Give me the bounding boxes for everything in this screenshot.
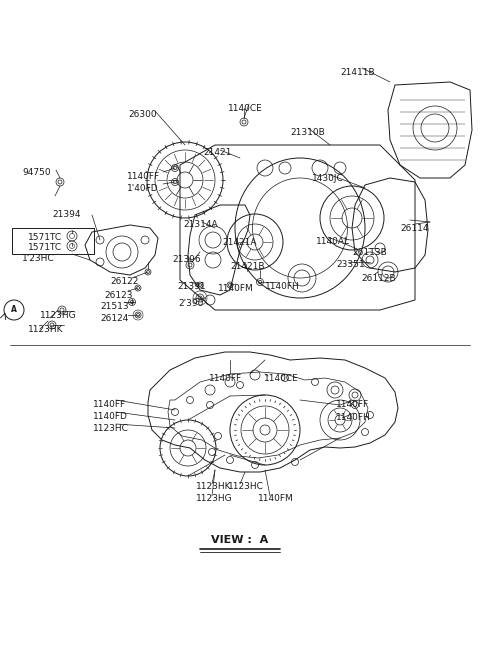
Text: 2'390: 2'390 — [178, 299, 204, 308]
Text: 26112B: 26112B — [361, 274, 396, 283]
Text: 1140FF: 1140FF — [336, 400, 369, 409]
Text: 26124: 26124 — [100, 314, 128, 323]
Text: 26113B: 26113B — [352, 248, 387, 257]
Text: 21391: 21391 — [177, 282, 205, 291]
Text: VIEW :  A: VIEW : A — [211, 535, 269, 545]
Text: 26114: 26114 — [400, 224, 429, 233]
Text: 23351: 23351 — [336, 260, 365, 269]
Text: 21411B: 21411B — [340, 68, 374, 77]
Text: 21421B: 21421B — [230, 262, 264, 271]
Text: 1140CE: 1140CE — [264, 374, 299, 383]
Text: 26123: 26123 — [104, 291, 132, 300]
Text: 1123HG: 1123HG — [40, 311, 77, 320]
Text: 21314A: 21314A — [183, 220, 217, 229]
Text: 1430JC: 1430JC — [312, 174, 344, 183]
Text: 21310B: 21310B — [290, 128, 325, 137]
Text: 21421: 21421 — [203, 148, 231, 157]
Text: 1571TC: 1571TC — [28, 233, 62, 242]
Text: 1140CE: 1140CE — [228, 104, 263, 113]
Text: 94750: 94750 — [22, 168, 50, 177]
Text: 1'40FD: 1'40FD — [127, 184, 158, 193]
Text: 1123HK: 1123HK — [28, 325, 63, 334]
Text: 1123HG: 1123HG — [196, 494, 233, 503]
Text: 1140FH: 1140FH — [336, 413, 371, 422]
Text: 1140AL: 1140AL — [316, 237, 350, 246]
Text: 1140FD: 1140FD — [93, 412, 128, 421]
Text: 26300: 26300 — [128, 110, 156, 119]
Text: 1140FH: 1140FH — [265, 282, 300, 291]
Text: 1'23HC: 1'23HC — [22, 254, 55, 263]
Text: 26122: 26122 — [110, 277, 138, 286]
Text: 1123HC: 1123HC — [93, 424, 129, 433]
Text: A: A — [11, 306, 17, 315]
Text: 1140FF: 1140FF — [209, 374, 242, 383]
Text: 21394: 21394 — [52, 210, 81, 219]
Text: 21396: 21396 — [172, 255, 201, 264]
Text: 1140FM: 1140FM — [258, 494, 294, 503]
Text: 21421A: 21421A — [222, 238, 256, 247]
Text: 1571TC: 1571TC — [28, 243, 62, 252]
Text: 21513: 21513 — [100, 302, 129, 311]
Text: 1140FM: 1140FM — [218, 284, 254, 293]
Text: 1123HC: 1123HC — [228, 482, 264, 491]
Text: 1140FF: 1140FF — [93, 400, 126, 409]
Text: 1123HK: 1123HK — [196, 482, 231, 491]
Text: 1140FF: 1140FF — [127, 172, 160, 181]
